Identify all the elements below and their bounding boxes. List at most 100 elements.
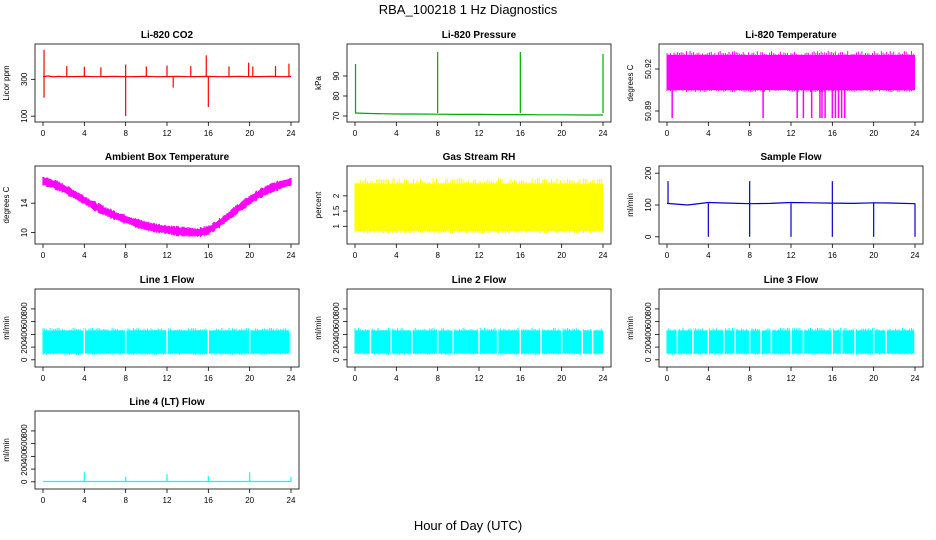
y-tick-label: 90 bbox=[332, 71, 341, 80]
x-tick-label: 12 bbox=[475, 129, 484, 138]
y-tick-label: 600 bbox=[20, 314, 29, 328]
x-tick-label: 12 bbox=[475, 251, 484, 260]
panel-data-7 bbox=[42, 327, 291, 356]
x-tick-label: 0 bbox=[41, 496, 46, 505]
x-tick-label: 16 bbox=[204, 374, 213, 383]
y-tick-label: 200 bbox=[20, 340, 29, 354]
y-tick-label: 0 bbox=[644, 357, 653, 362]
x-tick-label: 0 bbox=[665, 129, 670, 138]
x-tick-label: 24 bbox=[911, 251, 920, 260]
x-tick-label: 12 bbox=[163, 374, 172, 383]
y-tick-label: 2 bbox=[332, 193, 341, 198]
y-tick-label: 600 bbox=[20, 436, 29, 450]
x-tick-label: 12 bbox=[787, 129, 796, 138]
data-line bbox=[42, 75, 292, 78]
x-tick-label: 8 bbox=[435, 374, 440, 383]
x-tick-label: 4 bbox=[82, 496, 87, 505]
y-axis-label: percent bbox=[314, 191, 323, 218]
x-tick-label: 24 bbox=[599, 129, 608, 138]
y-tick-label: 800 bbox=[20, 302, 29, 316]
x-tick-label: 0 bbox=[353, 251, 358, 260]
panel-title: Line 4 (LT) Flow bbox=[129, 397, 205, 408]
y-tick-label: 300 bbox=[20, 72, 29, 86]
x-tick-label: 8 bbox=[123, 496, 128, 505]
x-axis-caption: Hour of Day (UTC) bbox=[413, 518, 523, 533]
x-tick-label: 4 bbox=[706, 251, 711, 260]
x-tick-label: 16 bbox=[204, 251, 213, 260]
panel-title: Line 1 Flow bbox=[140, 275, 195, 286]
x-tick-label: 12 bbox=[163, 129, 172, 138]
y-tick-label: 10 bbox=[20, 228, 29, 237]
x-tick-label: 8 bbox=[435, 251, 440, 260]
y-tick-label: 0 bbox=[20, 479, 29, 484]
panel-title: Li-820 CO2 bbox=[141, 30, 194, 41]
y-tick-label: 80 bbox=[332, 91, 341, 100]
x-tick-label: 20 bbox=[557, 374, 566, 383]
x-tick-label: 24 bbox=[911, 374, 920, 383]
panel-title: Sample Flow bbox=[760, 152, 821, 163]
x-tick-label: 24 bbox=[599, 251, 608, 260]
y-tick-label: 400 bbox=[20, 327, 29, 341]
panel-8: Line 2 Flow ml/min 0 4 8 12 16 20 24 0 20040060080… bbox=[314, 275, 612, 383]
panel-data-4 bbox=[42, 176, 292, 238]
y-axis-label: degrees C bbox=[626, 64, 635, 101]
x-tick-label: 24 bbox=[287, 251, 296, 260]
panel-data-2 bbox=[354, 52, 604, 116]
x-tick-label: 16 bbox=[828, 129, 837, 138]
y-tick-label: 0 bbox=[20, 357, 29, 362]
y-tick-label: 400 bbox=[332, 327, 341, 341]
panel-data-3 bbox=[666, 50, 915, 118]
x-tick-label: 8 bbox=[747, 374, 752, 383]
panel-3: Li-820 Temperature degrees C 0 4 8 12 16 20 24 50… bbox=[626, 30, 924, 138]
y-axis-label: degrees C bbox=[2, 186, 11, 223]
x-tick-label: 16 bbox=[516, 251, 525, 260]
data-line bbox=[354, 112, 603, 116]
y-axis-label: ml/min bbox=[314, 316, 323, 340]
x-tick-label: 0 bbox=[353, 374, 358, 383]
y-axis-label: ml/min bbox=[2, 316, 11, 340]
y-tick-label: 400 bbox=[20, 449, 29, 463]
x-tick-label: 20 bbox=[869, 129, 878, 138]
x-tick-label: 0 bbox=[41, 374, 46, 383]
x-tick-label: 16 bbox=[516, 374, 525, 383]
panel-title: Ambient Box Temperature bbox=[105, 152, 230, 163]
x-tick-label: 8 bbox=[123, 374, 128, 383]
x-tick-label: 8 bbox=[747, 251, 752, 260]
x-tick-label: 16 bbox=[828, 374, 837, 383]
y-tick-label: 400 bbox=[644, 327, 653, 341]
x-tick-label: 0 bbox=[41, 129, 46, 138]
y-tick-label: 600 bbox=[332, 314, 341, 328]
x-tick-label: 4 bbox=[706, 374, 711, 383]
x-tick-label: 20 bbox=[245, 251, 254, 260]
x-tick-label: 8 bbox=[435, 129, 440, 138]
x-tick-label: 4 bbox=[82, 129, 87, 138]
panel-data-5 bbox=[354, 178, 603, 234]
panel-4: Ambient Box Temperature degrees C 0 4 8 12 16 2… bbox=[2, 152, 300, 260]
x-tick-label: 24 bbox=[911, 129, 920, 138]
x-tick-label: 20 bbox=[245, 129, 254, 138]
panel-data-6 bbox=[666, 181, 916, 237]
panel-title: Gas Stream RH bbox=[443, 152, 516, 163]
x-tick-label: 24 bbox=[287, 496, 296, 505]
x-tick-label: 24 bbox=[599, 374, 608, 383]
y-axis-label: ml/min bbox=[626, 193, 635, 217]
y-tick-label: 70 bbox=[332, 111, 341, 120]
panel-frame bbox=[346, 43, 612, 123]
x-tick-label: 4 bbox=[394, 251, 399, 260]
y-tick-label: 0 bbox=[644, 234, 653, 239]
figure-title: RBA_100218 1 Hz Diagnostics bbox=[378, 2, 558, 17]
panel-data-9 bbox=[666, 327, 916, 356]
y-axis-label: ml/min bbox=[626, 316, 635, 340]
y-tick-label: 1 bbox=[332, 224, 341, 229]
y-tick-label: 100 bbox=[644, 198, 653, 212]
x-tick-label: 0 bbox=[665, 374, 670, 383]
x-tick-label: 4 bbox=[706, 129, 711, 138]
panel-data-10 bbox=[43, 472, 292, 483]
x-tick-label: 20 bbox=[869, 374, 878, 383]
panel-data-8 bbox=[354, 327, 603, 356]
x-tick-label: 12 bbox=[787, 374, 796, 383]
y-tick-label: 800 bbox=[20, 424, 29, 438]
y-axis-label: ml/min bbox=[2, 438, 11, 462]
